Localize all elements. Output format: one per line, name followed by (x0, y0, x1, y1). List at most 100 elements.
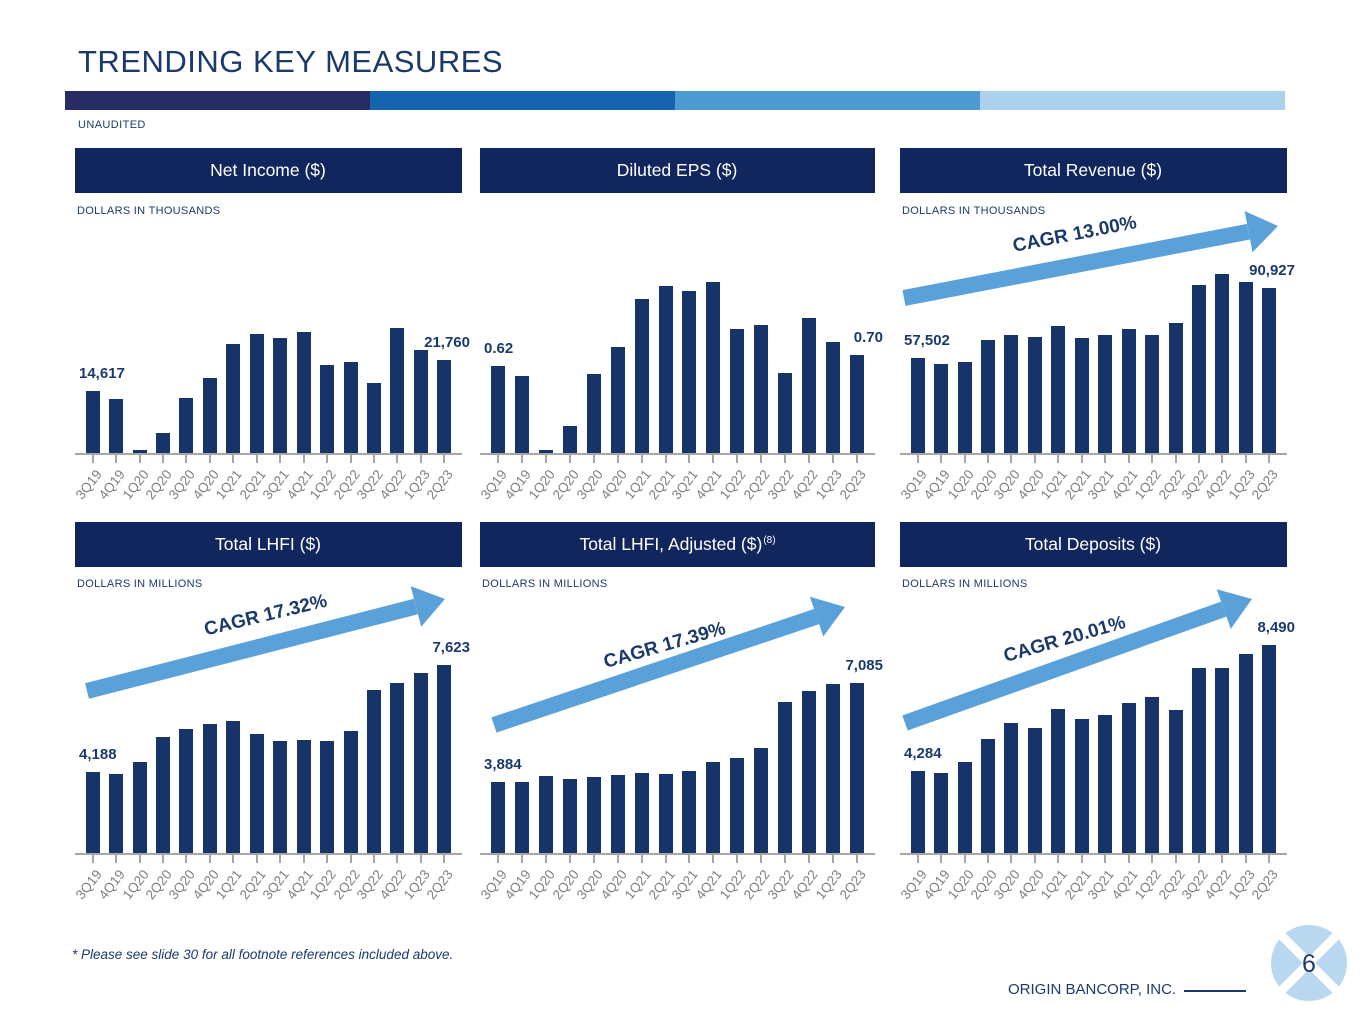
bar-slot: 3Q21 (1085, 591, 1117, 902)
chart-total-lhfi-adjusted: Total LHFI, Adjusted ($) (8) DOLLARS IN M… (478, 522, 883, 902)
total-lhfi-adjusted-plot: CAGR 17.39% 3Q19 4Q19 1Q20 2Q20 3Q20 4Q20 1Q21… (478, 591, 883, 902)
bar-1Q21 (1051, 326, 1066, 454)
bar-3Q20 (179, 728, 194, 854)
bar-3Q21 (1098, 714, 1113, 854)
x-tick-label: 4Q20 (597, 867, 630, 903)
axis-tick (1057, 855, 1060, 863)
bar-slot: 2Q20 (968, 591, 1000, 902)
bar-1Q22 (1145, 335, 1160, 454)
bar-slot: 3Q19 (897, 218, 930, 502)
bar-slot: 1Q21 (1038, 218, 1070, 502)
x-tick-label: 3Q19 (477, 867, 510, 903)
bar-slot: 4Q21 (693, 591, 725, 902)
axis-tick (520, 855, 523, 863)
bar-slot: 4Q21 (283, 218, 315, 502)
bar-slot: 3Q22 (765, 591, 797, 902)
axis-tick (396, 455, 399, 463)
first-value-label: 4,188 (79, 746, 117, 764)
axis-tick (1104, 855, 1107, 863)
axis-tick (1174, 855, 1177, 863)
chart-title-band: Total Deposits ($) (900, 522, 1287, 567)
axis-tick (1268, 855, 1271, 863)
axis-tick (185, 855, 188, 863)
axis-tick (1151, 455, 1154, 463)
axis-tick (808, 855, 811, 863)
bar-4Q20 (202, 723, 217, 854)
bar-4Q21 (1121, 329, 1136, 454)
axis-tick (91, 455, 94, 463)
x-tick-label: 1Q20 (525, 467, 558, 503)
bar-3Q21 (682, 770, 697, 854)
chart-title: Total LHFI, Adjusted ($) (579, 534, 763, 554)
x-tick-label: 3Q19 (477, 467, 510, 503)
x-tick-label: 3Q19 (897, 467, 930, 503)
bar-1Q21 (226, 721, 241, 854)
bar-2Q23 (850, 683, 865, 854)
x-tick-label: 1Q20 (119, 467, 152, 503)
bar-slot: 3Q21 (669, 218, 702, 502)
x-tick-label: 4Q19 (501, 867, 534, 903)
bar-4Q19 (514, 781, 529, 854)
axis-tick (115, 855, 118, 863)
x-tick-label: 3Q19 (72, 867, 105, 903)
bar-slot: 4Q22 (789, 591, 821, 902)
bar-slot: 2Q20 (143, 218, 175, 502)
bar-slot: 4Q19 (502, 218, 534, 502)
bar-2Q21 (658, 773, 673, 854)
x-tick-label: 4Q22 (788, 867, 821, 903)
bar-slot: 3Q21 (260, 591, 292, 902)
bar-4Q19 (934, 773, 949, 854)
bar-4Q22 (1215, 667, 1230, 854)
total-lhfi-plot: CAGR 17.32% 3Q19 4Q19 1Q20 2Q20 3Q20 4Q20 1Q21… (72, 586, 470, 902)
axis-tick (568, 855, 571, 863)
axis-tick (940, 455, 943, 463)
last-value-label: 0.70 (853, 328, 883, 346)
x-tick-label: 2Q23 (836, 467, 869, 503)
x-tick-label: 3Q19 (897, 867, 930, 903)
bar-2Q20 (981, 739, 996, 854)
bar-4Q21 (296, 332, 311, 454)
bar-slot: 2Q23 (424, 591, 456, 902)
axis-tick (987, 855, 990, 863)
bar-3Q20 (1004, 722, 1019, 854)
x-tick-label: 2Q22 (740, 467, 774, 503)
axis-tick (279, 455, 282, 463)
bar-slot: 1Q23 (401, 218, 433, 502)
axis-tick (91, 855, 94, 863)
header-gradient-bar (65, 91, 1285, 110)
axis-tick (185, 455, 188, 463)
bar-2Q23 (850, 354, 865, 454)
bar-slot: 4Q22 (1202, 591, 1234, 902)
bar-slot: 1Q23 (401, 591, 433, 902)
bar-1Q22 (1145, 696, 1160, 854)
bar-4Q19 (514, 375, 529, 454)
bar-4Q20 (1027, 337, 1042, 454)
axis-tick (1127, 455, 1130, 463)
axis-tick (712, 855, 715, 863)
bar-slot: 2Q22 (1155, 591, 1187, 902)
axis-tick (520, 455, 523, 463)
chart-total-lhfi: Total LHFI ($) DOLLARS IN MILLIONS CAGR … (72, 522, 470, 902)
axis-tick (1244, 455, 1247, 463)
net-income-plot: 3Q19 4Q19 1Q20 2Q20 3Q20 4Q20 1Q21 2Q21 3Q21 4Q21… (72, 218, 470, 502)
bar-slot: 4Q22 (377, 591, 409, 902)
axis-tick (1057, 455, 1060, 463)
x-tick-label: 3Q20 (573, 867, 606, 903)
x-tick-label: 1Q23 (812, 867, 845, 903)
axis-tick (808, 455, 811, 463)
bar-1Q21 (226, 344, 241, 454)
bar-1Q23 (1238, 282, 1253, 454)
bar-slot: 3Q20 (166, 218, 198, 502)
chart-title: Total Deposits ($) (1024, 534, 1162, 554)
axis-tick (963, 855, 966, 863)
axis-tick (419, 455, 422, 463)
bar-2Q21 (249, 733, 264, 854)
chart-title: Net Income ($) (210, 160, 326, 180)
axis-tick (856, 855, 859, 863)
bar-slot: 4Q20 (597, 591, 630, 902)
bar-2Q22 (343, 362, 358, 454)
axis-tick (616, 455, 619, 463)
bar-4Q20 (202, 378, 217, 454)
first-value-label: 57,502 (904, 331, 950, 349)
bar-4Q19 (109, 774, 124, 854)
